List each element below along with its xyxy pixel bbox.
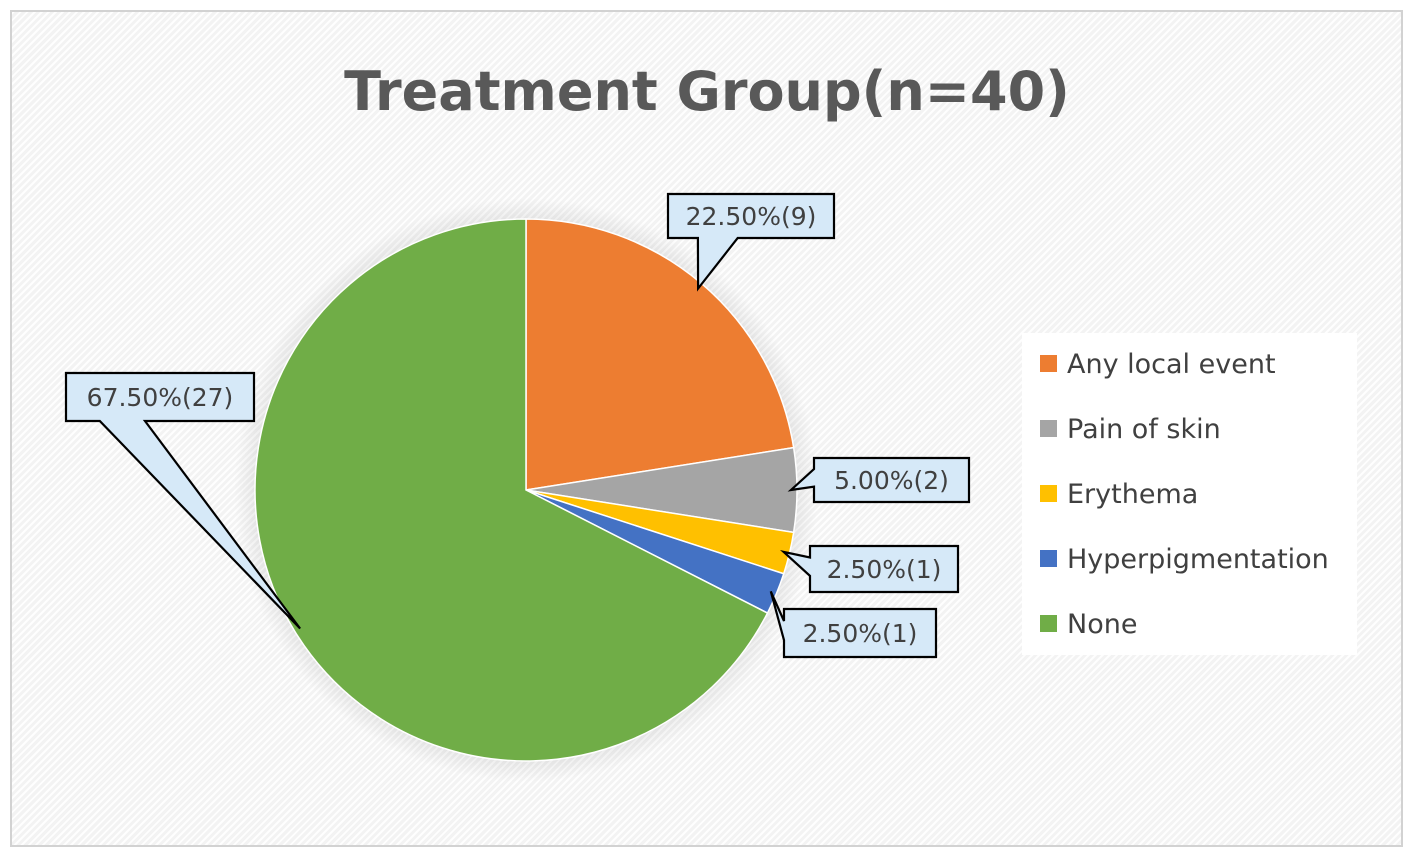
legend-box	[1022, 333, 1357, 655]
data-label-box	[779, 544, 960, 594]
legend-swatch	[1040, 355, 1057, 372]
data-label-box	[787, 456, 971, 504]
legend: Any local event Pain of skin Erythema Hyper…	[1040, 349, 1329, 640]
legend-item-hyperpigmentation: Hyperpigmentation	[1040, 544, 1329, 575]
data-label-box	[666, 192, 836, 292]
legend-label: Pain of skin	[1067, 414, 1221, 445]
legend-swatch	[1040, 485, 1057, 502]
data-label-none: 67.50%(27)	[64, 371, 301, 630]
data-label-erythema: 2.50%(1)	[779, 544, 960, 594]
pie-slice-any-local-event	[525, 218, 795, 491]
legend-item-erythema: Erythema	[1040, 479, 1198, 510]
legend-item-any-local-event: Any local event	[1040, 349, 1276, 380]
legend-label: Hyperpigmentation	[1067, 544, 1329, 575]
legend-swatch	[1040, 615, 1057, 632]
data-label-text: 67.50%(27)	[87, 383, 234, 412]
pie-slices	[254, 218, 798, 762]
legend-label: Erythema	[1067, 479, 1198, 510]
data-label-hyperpigmentation: 2.50%(1)	[769, 590, 938, 659]
legend-item-none: None	[1040, 609, 1137, 640]
data-label-text: 22.50%(9)	[686, 202, 817, 231]
legend-swatch	[1040, 550, 1057, 567]
legend-swatch	[1040, 420, 1057, 437]
data-label-text: 5.00%(2)	[834, 466, 949, 495]
data-label-any-local-event: 22.50%(9)	[666, 192, 836, 292]
chart-title: Treatment Group(n=40)	[344, 60, 1070, 123]
pie-slice-none	[254, 218, 769, 762]
data-label-box	[769, 590, 938, 659]
legend-label: Any local event	[1067, 349, 1276, 380]
data-label-text: 2.50%(1)	[803, 619, 918, 648]
data-labels: 22.50%(9) 5.00%(2) 2.50%(1) 2.50%(1) 67.50%(…	[64, 192, 971, 659]
legend-label: None	[1067, 609, 1137, 640]
data-label-pain-of-skin: 5.00%(2)	[787, 456, 971, 504]
data-label-text: 2.50%(1)	[827, 555, 942, 584]
data-label-box	[64, 371, 301, 630]
legend-item-pain-of-skin: Pain of skin	[1040, 414, 1221, 445]
